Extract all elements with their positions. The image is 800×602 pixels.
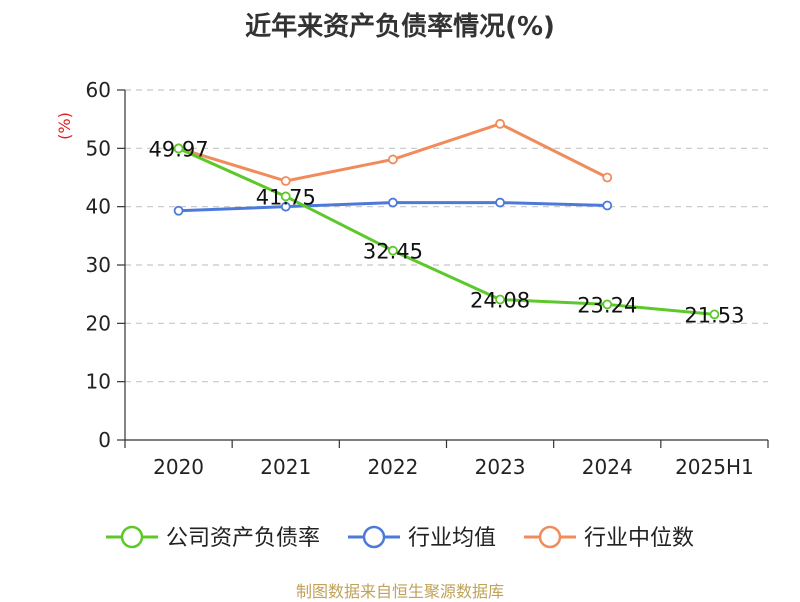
data-point: [495, 294, 505, 305]
x-tick-label: 2020: [153, 455, 204, 479]
y-tick-label: 30: [86, 253, 111, 277]
y-tick-label: 40: [86, 195, 111, 219]
legend-marker-icon: [120, 525, 144, 549]
data-point: [602, 172, 613, 183]
legend-item[interactable]: 公司资产负债率: [106, 525, 320, 551]
legend-item[interactable]: 行业中位数: [524, 525, 694, 551]
legend-marker-icon: [362, 525, 386, 549]
y-tick-label: 20: [86, 311, 111, 335]
legend[interactable]: 公司资产负债率 行业均值 行业中位数: [106, 525, 694, 551]
data-label: 32.45: [363, 240, 423, 264]
data-label: 24.08: [470, 289, 530, 313]
data-point: [709, 309, 720, 320]
x-tick-label: 2021: [260, 455, 311, 479]
x-tick-label: 2024: [582, 455, 633, 479]
axes: 0 10 20 30 40 50 60 (%) 2020 2021 2022 2023 2024 2025…: [55, 78, 769, 479]
legend-marker-icon: [538, 525, 562, 549]
data-point: [280, 191, 291, 202]
data-point: [388, 245, 398, 256]
y-tick-label: 50: [86, 136, 111, 160]
legend-label: 行业均值: [408, 526, 496, 551]
data-point: [495, 118, 505, 129]
y-axis-label: (%): [55, 112, 74, 140]
chart-title: 近年来资产负债率情况(%): [245, 12, 555, 42]
data-point: [388, 154, 398, 165]
data-label: 23.24: [577, 293, 637, 317]
series-line: [178, 122, 608, 183]
series-line: [177, 147, 715, 316]
y-tick-label: 10: [86, 370, 111, 394]
x-tick-label: 2022: [367, 455, 418, 479]
data-point: [495, 197, 505, 208]
data-point: [173, 143, 184, 154]
data-point: [602, 299, 613, 310]
data-point: [173, 205, 184, 216]
y-tick-label: 60: [86, 78, 111, 102]
data-point: [280, 176, 291, 186]
x-tick-label: 2023: [475, 455, 526, 479]
source-note: 制图数据来自恒生聚源数据库: [295, 582, 504, 601]
data-point: [602, 200, 613, 211]
gridlines: [125, 89, 768, 383]
series-lines: [173, 118, 720, 320]
legend-label: 行业中位数: [584, 526, 694, 551]
data-labels: 49.97 41.75 32.45 24.08 23.24 21.53: [149, 138, 745, 328]
y-tick-label: 0: [98, 428, 111, 452]
x-tick-label: 2025H1: [675, 455, 754, 479]
data-label: 49.97: [149, 138, 209, 162]
data-point: [280, 201, 291, 212]
data-label: 41.75: [256, 185, 316, 209]
legend-item[interactable]: 行业均值: [348, 525, 496, 551]
legend-label: 公司资产负债率: [166, 526, 320, 551]
data-point: [388, 197, 398, 208]
data-label: 21.53: [684, 303, 744, 327]
